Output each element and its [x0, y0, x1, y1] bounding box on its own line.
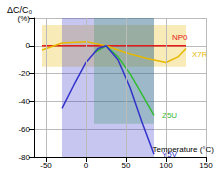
svg-text:100: 100	[159, 161, 173, 170]
svg-text:Y5V: Y5V	[162, 149, 178, 159]
svg-text:-60: -60	[18, 125, 30, 134]
svg-text:NP0: NP0	[172, 33, 188, 42]
svg-text:Z5U: Z5U	[162, 111, 177, 120]
svg-text:-20: -20	[18, 69, 30, 78]
svg-text:-80: -80	[18, 153, 30, 162]
svg-text:50: 50	[122, 161, 131, 170]
svg-text:150: 150	[199, 161, 213, 170]
svg-text:(%): (%)	[18, 14, 31, 23]
svg-text:0: 0	[84, 161, 89, 170]
svg-text:0: 0	[26, 41, 31, 50]
svg-text:X7R: X7R	[192, 50, 208, 59]
svg-text:ΔC/C₀: ΔC/C₀	[7, 5, 33, 15]
svg-text:-50: -50	[40, 161, 52, 170]
svg-text:-40: -40	[18, 97, 30, 106]
svg-text:Temperature (°C): Temperature (°C)	[153, 145, 215, 154]
